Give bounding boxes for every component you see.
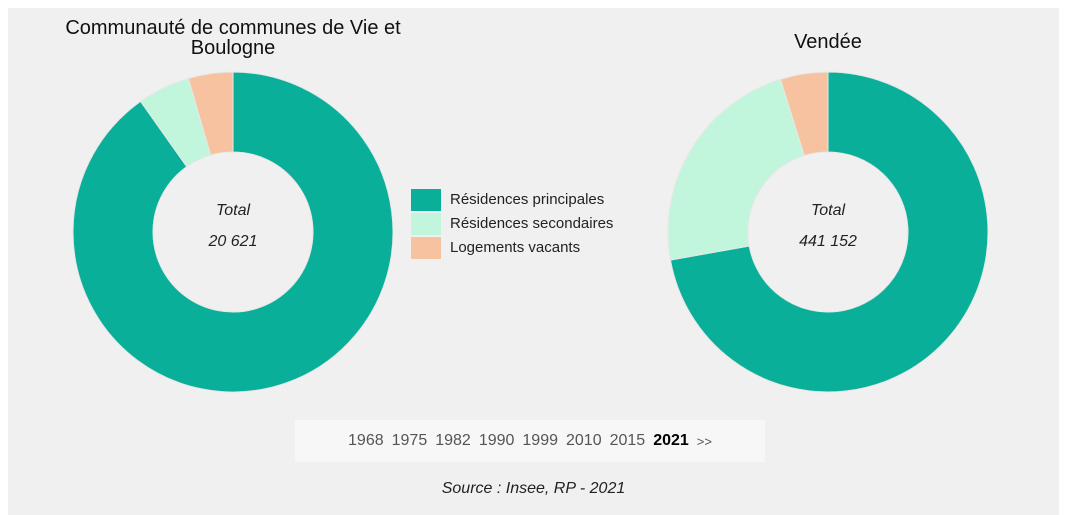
donut-slice bbox=[72, 71, 394, 393]
year-link[interactable]: 1968 bbox=[348, 432, 384, 449]
donut-slice bbox=[669, 71, 989, 393]
year-link[interactable]: 2010 bbox=[566, 432, 602, 449]
legend-swatch bbox=[411, 237, 441, 259]
donut-slice bbox=[187, 71, 234, 156]
center-value: 20 621 bbox=[208, 233, 258, 250]
legend-label: Résidences principales bbox=[450, 191, 604, 208]
next-link[interactable]: >> bbox=[696, 433, 712, 449]
year-link[interactable]: 1999 bbox=[522, 432, 558, 449]
source: Source : Insee, RP - 2021 bbox=[441, 480, 626, 497]
center-value: 441 152 bbox=[799, 233, 857, 250]
year-link[interactable]: 2021 bbox=[653, 432, 689, 449]
legend-swatch bbox=[411, 213, 441, 235]
year-link[interactable]: 1975 bbox=[391, 432, 428, 449]
year-link[interactable]: 2015 bbox=[609, 432, 646, 449]
donut-slice bbox=[667, 78, 805, 261]
chart-title: Communauté de communes de Vie et Boulogn… bbox=[65, 17, 401, 59]
donut-slice bbox=[779, 71, 829, 157]
year-link[interactable]: 1990 bbox=[478, 432, 515, 449]
chart-title: Vendée bbox=[794, 31, 862, 53]
year-link[interactable]: 1982 bbox=[435, 432, 471, 449]
year-nav: 1968 1975 1982 1990 1999 2010 2015 2021 >> bbox=[295, 420, 765, 462]
legend-swatch bbox=[411, 189, 441, 211]
legend-label: Logements vacants bbox=[450, 239, 580, 256]
center-label: Total bbox=[216, 202, 251, 219]
legend-label: Résidences secondaires bbox=[450, 215, 613, 232]
center-label: Total bbox=[811, 202, 846, 219]
